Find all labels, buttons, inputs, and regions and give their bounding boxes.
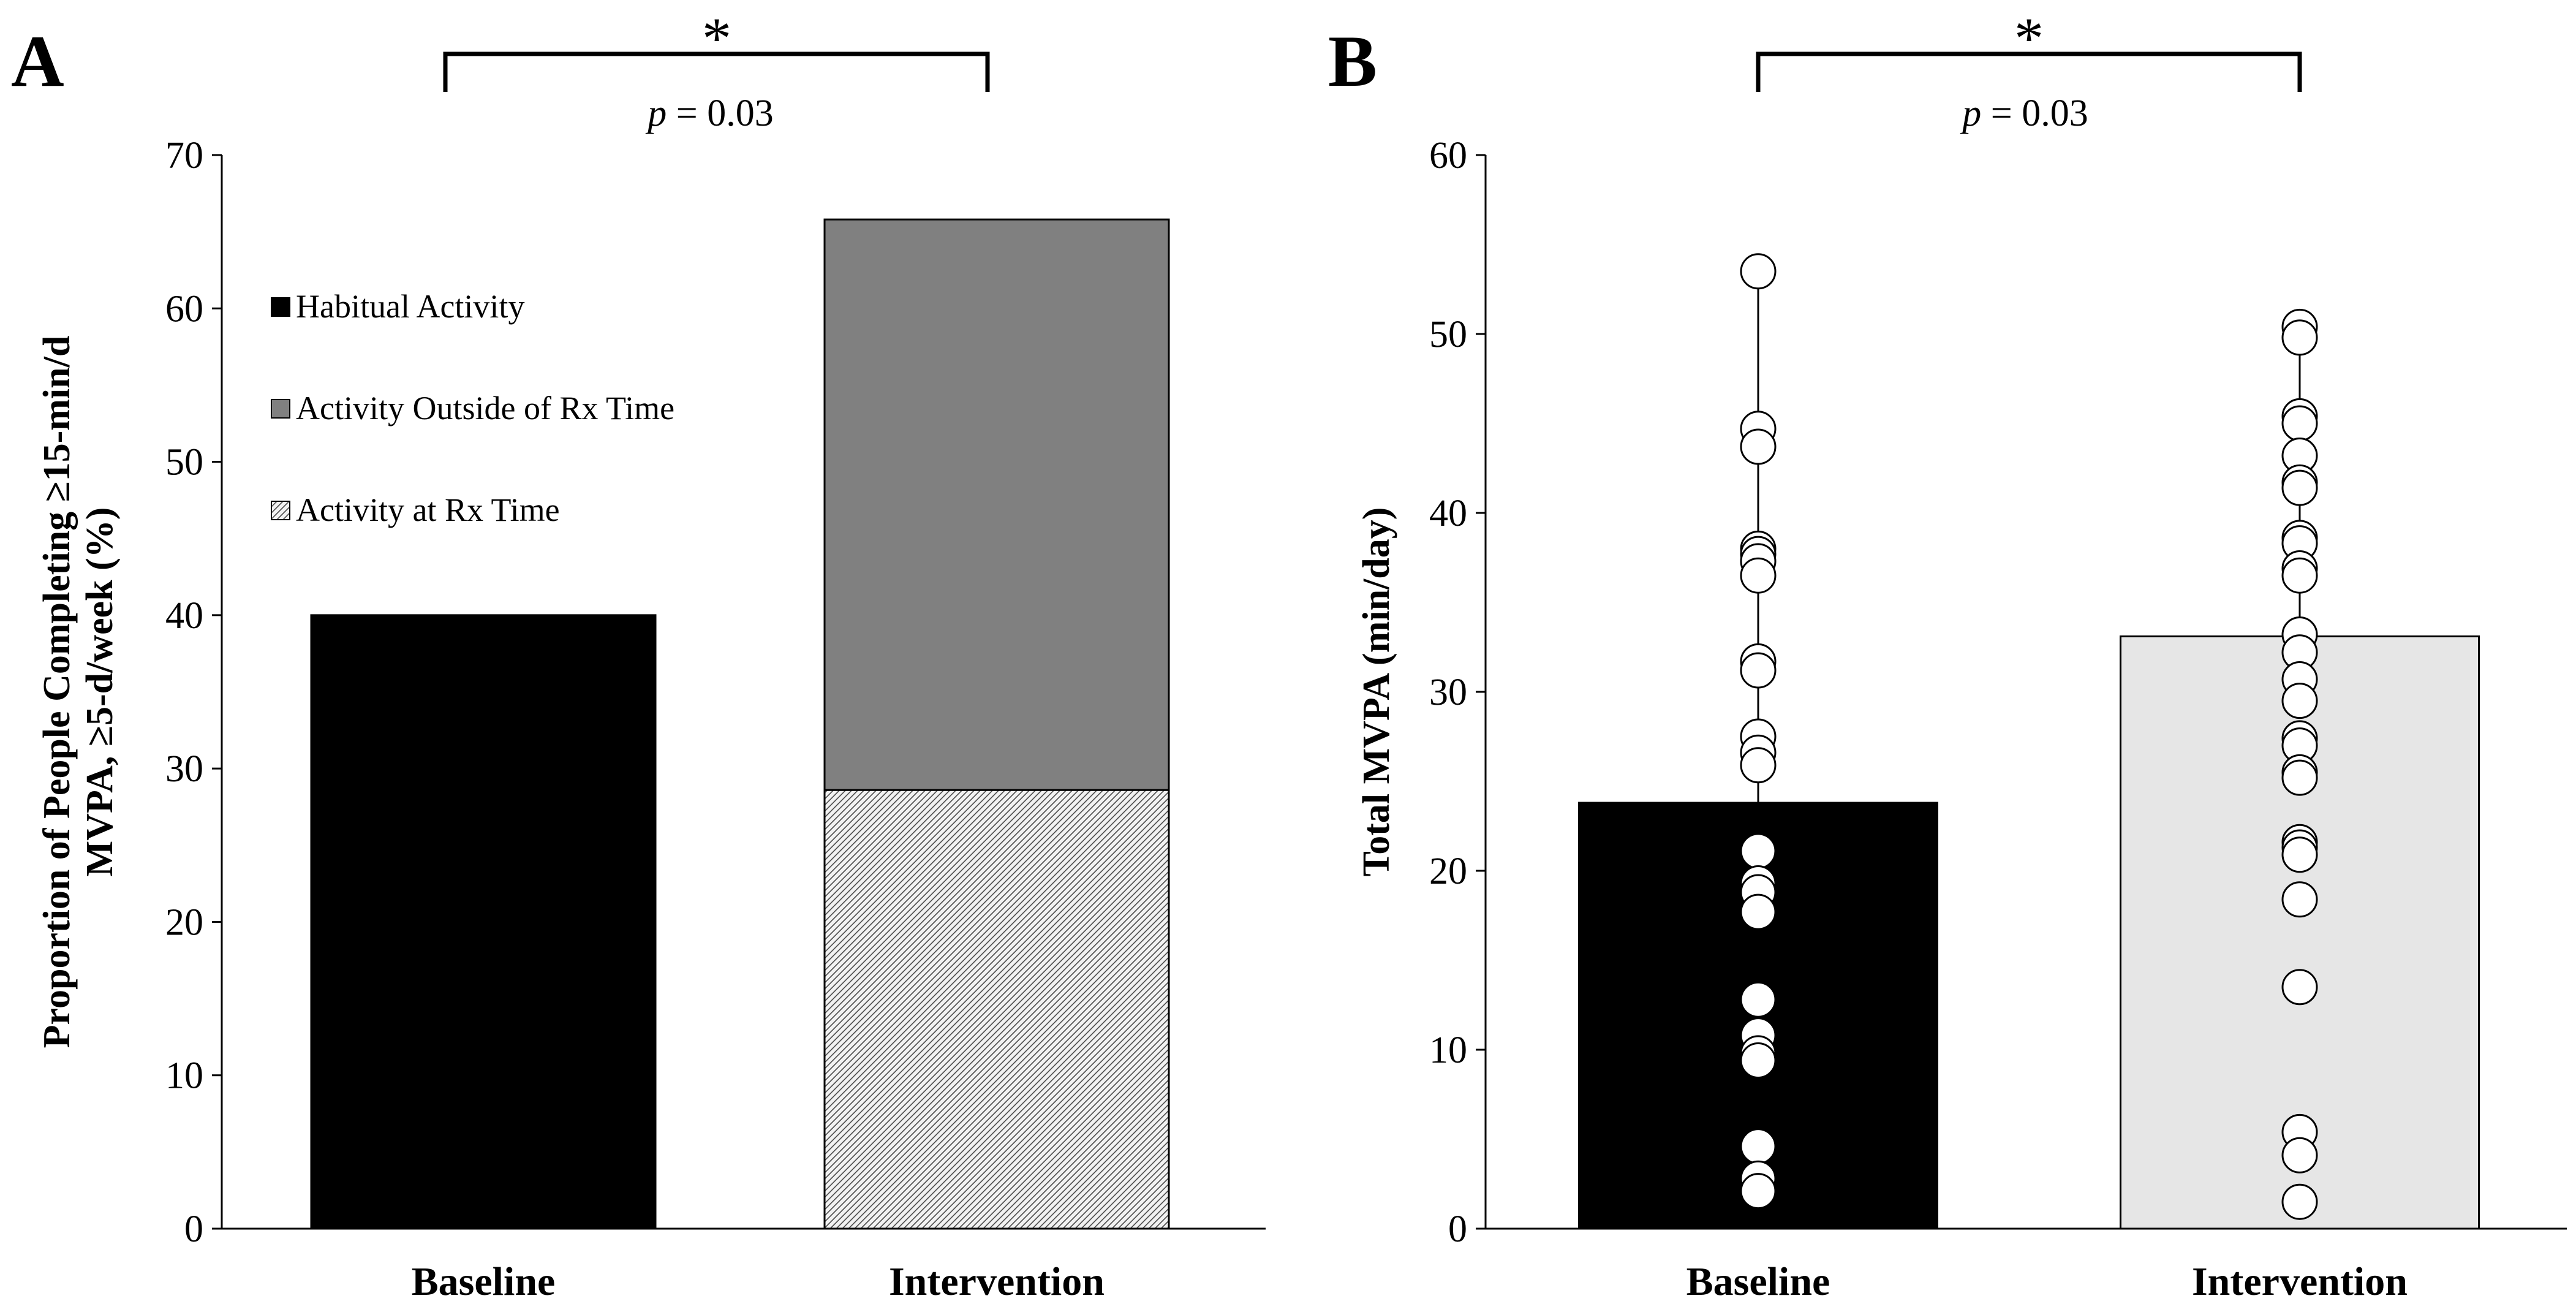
panel-b-tick-label: 60 <box>1429 135 1467 176</box>
legend-label-activity-at-rx-time: Activity at Rx Time <box>296 491 560 528</box>
legend-swatch-habitual-activity <box>271 297 290 317</box>
panel-b-tick-label: 20 <box>1429 851 1467 892</box>
bar-intervention-activity-outside-rx-time <box>823 218 1170 791</box>
data-point <box>2281 1183 2318 1220</box>
panel-b-points <box>1740 253 2318 1220</box>
panel-b: B * p = 0.03 0 10 20 30 40 50 60 Total MVPA (m… <box>1328 6 2567 1304</box>
legend-swatch-activity-outside-rx-time <box>271 399 290 419</box>
data-point <box>2281 836 2318 873</box>
data-point <box>1740 428 1777 465</box>
legend-swatch-activity-at-rx-time <box>271 501 290 520</box>
data-point <box>1740 557 1777 594</box>
data-point <box>1740 1173 1777 1210</box>
panel-b-letter: B <box>1328 20 1377 102</box>
data-point <box>2281 881 2318 918</box>
data-point <box>1740 833 1777 870</box>
panel-a-category-intervention: Intervention <box>889 1259 1105 1304</box>
data-point <box>1740 253 1777 290</box>
panel-a-tick-label: 50 <box>165 442 203 483</box>
data-point <box>1740 893 1777 930</box>
bar-baseline-habitual-activity <box>310 614 657 1230</box>
data-point <box>2281 1137 2318 1174</box>
data-point <box>1740 1042 1777 1079</box>
panel-b-bars <box>1578 635 2480 1230</box>
panel-a-tick-label: 30 <box>165 748 203 790</box>
data-point <box>2281 557 2318 594</box>
data-point <box>1740 747 1777 784</box>
panel-a-p-value: p = 0.03 <box>645 93 773 134</box>
panel-a-tick-label: 60 <box>165 288 203 330</box>
bar-intervention-activity-at-rx-time <box>823 789 1170 1230</box>
panel-a-tick-label: 10 <box>165 1055 203 1097</box>
panel-b-category-intervention: Intervention <box>2192 1259 2408 1304</box>
panel-a-y-label-line-2: MVPA, ≥5-d/week (%) <box>79 507 121 877</box>
data-point <box>1740 652 1777 689</box>
panel-a-tick-label: 0 <box>184 1208 203 1250</box>
data-point <box>1740 1128 1777 1165</box>
panel-b-tick-label: 30 <box>1429 672 1467 713</box>
data-point <box>2281 319 2318 356</box>
panel-a-tick-label: 40 <box>165 595 203 637</box>
panel-a-significance-star: * <box>702 6 731 71</box>
legend-label-habitual-activity: Habitual Activity <box>296 288 524 325</box>
panel-a-legend: Habitual Activity Activity Outside of Rx… <box>271 288 674 528</box>
panel-b-p-value: p = 0.03 <box>1960 93 2088 134</box>
panel-b-tick-label: 10 <box>1429 1030 1467 1071</box>
panel-a-tick-label: 70 <box>165 135 203 176</box>
panel-b-significance-star: * <box>2014 6 2044 71</box>
panel-b-tick-label: 40 <box>1429 493 1467 534</box>
data-point <box>2281 969 2318 1006</box>
panel-b-y-label: Total MVPA (min/day) <box>1356 507 1397 877</box>
panel-a-tick-label: 20 <box>165 901 203 943</box>
panel-b-significance-bracket <box>1756 51 2302 92</box>
panel-a-category-baseline: Baseline <box>412 1259 556 1304</box>
panel-b-y-ticks: 0 10 20 30 40 50 60 <box>1429 135 1486 1250</box>
panel-a-y-label-line-1: Proportion of People Completing ≥15-min/… <box>36 336 78 1048</box>
panel-a-letter: A <box>11 20 64 102</box>
legend-label-activity-outside-rx-time: Activity Outside of Rx Time <box>296 390 674 427</box>
panel-b-tick-label: 0 <box>1448 1208 1467 1250</box>
panel-a-significance-bracket <box>443 51 990 92</box>
data-point <box>2281 759 2318 796</box>
data-point <box>2281 683 2318 719</box>
panel-a: A * p = 0.03 0 10 20 30 40 50 60 70 Proportion … <box>11 6 1266 1304</box>
data-point <box>2281 469 2318 506</box>
panel-a-y-ticks: 0 10 20 30 40 50 60 70 <box>165 135 222 1250</box>
data-point <box>1740 981 1777 1018</box>
panel-b-tick-label: 50 <box>1429 314 1467 355</box>
panel-b-category-baseline: Baseline <box>1686 1259 1830 1304</box>
data-point <box>2281 405 2318 442</box>
